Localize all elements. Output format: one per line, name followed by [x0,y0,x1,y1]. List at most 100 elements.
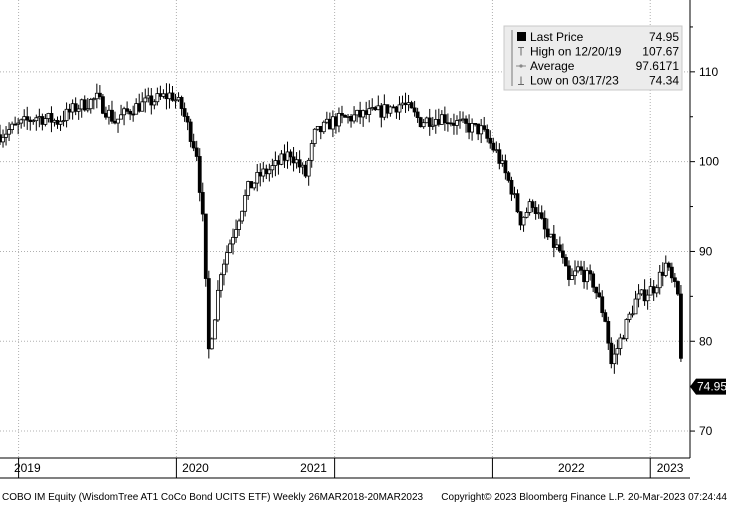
candle-body [373,107,378,111]
candle [491,137,496,153]
candles [0,83,683,374]
candle [88,97,93,114]
candle [597,283,602,298]
candle-body [479,125,484,135]
candle-body [215,289,220,321]
candle [663,255,668,278]
candle-body [436,119,441,125]
legend-entry: High on 12/20/19 107.67 [518,45,679,59]
candle [591,271,596,293]
legend-label: High on 12/20/19 [530,45,622,59]
candle [13,116,18,126]
y-tick-label: 100 [699,155,719,169]
candle-body [25,116,30,121]
candle [630,305,635,318]
candle-body [70,103,75,113]
candle-body [642,289,647,302]
candle-body [603,312,608,322]
legend-label: Last Price [530,30,584,44]
candle [427,108,432,136]
candle-body [612,353,617,365]
candle-body [155,93,160,103]
x-tick-label: 2019 [14,461,41,475]
candle [312,128,317,147]
candle-body [533,207,538,214]
candle [424,116,429,124]
candle [609,337,614,369]
candle [225,245,229,273]
candle-body [445,122,450,125]
candle-body [222,263,226,276]
candle-body [10,123,15,130]
candle-body [579,266,583,271]
candle [270,158,275,178]
candle [627,311,632,323]
candle [588,264,593,281]
candle-body [406,102,411,106]
candle-body [309,143,314,161]
y-tick-label: 90 [699,244,713,258]
candle [539,205,544,220]
candle-body [651,286,656,294]
candle-body [346,116,350,118]
candle-body [340,113,344,116]
candle [645,289,650,310]
candle [567,260,571,287]
candle-body [149,95,154,106]
candle-body [343,114,347,118]
candle-body [639,289,644,295]
candle [551,225,556,258]
candle-body [4,133,8,138]
candle [25,106,30,130]
candle-body [46,113,51,119]
x-tick-label: 2023 [657,461,684,475]
candle-body [524,212,529,218]
candle-body [491,142,496,151]
candle-body [104,112,108,118]
candle-body [100,96,105,114]
candle [194,140,199,162]
candle-body [134,103,139,115]
candle-body [37,116,42,119]
candle [603,309,608,323]
candle [521,216,526,232]
candle-body [536,212,541,215]
candle-body [327,118,332,130]
x-tick-label: 2021 [300,461,327,475]
candle-body [427,117,432,127]
candle [49,106,54,133]
candle [219,272,223,298]
axes: 70 80 90 100 110 2019 2020 2021 2022 2023 74.95 [0,0,727,479]
candle [418,116,423,128]
candle-body [52,119,57,123]
candle [155,87,160,106]
candle-body [243,195,248,212]
legend-label: Average [530,59,575,73]
candle [542,210,547,239]
footer-right: Copyright© 2023 Bloomberg Finance L.P. 2… [441,492,727,503]
candle-body [361,110,366,118]
candle [170,86,175,102]
candle-body [439,114,444,125]
candle-body [564,257,568,267]
candle [409,100,414,109]
candle [267,163,272,182]
candle-body [588,270,593,275]
candle-body [621,337,626,340]
candle-body [273,160,278,166]
legend-entry: Average 97.6171 [516,59,679,73]
candle-body [55,119,60,125]
candle [672,272,677,288]
candle [618,333,623,356]
candle-body [300,164,305,168]
candle-body [473,123,478,125]
candle-body [576,266,580,272]
candle [321,120,326,134]
candle-body [352,114,356,122]
candle-body [185,116,190,123]
candle [524,207,529,219]
candle-body [464,118,468,124]
candle-body [231,236,235,245]
candle-body [258,171,263,177]
